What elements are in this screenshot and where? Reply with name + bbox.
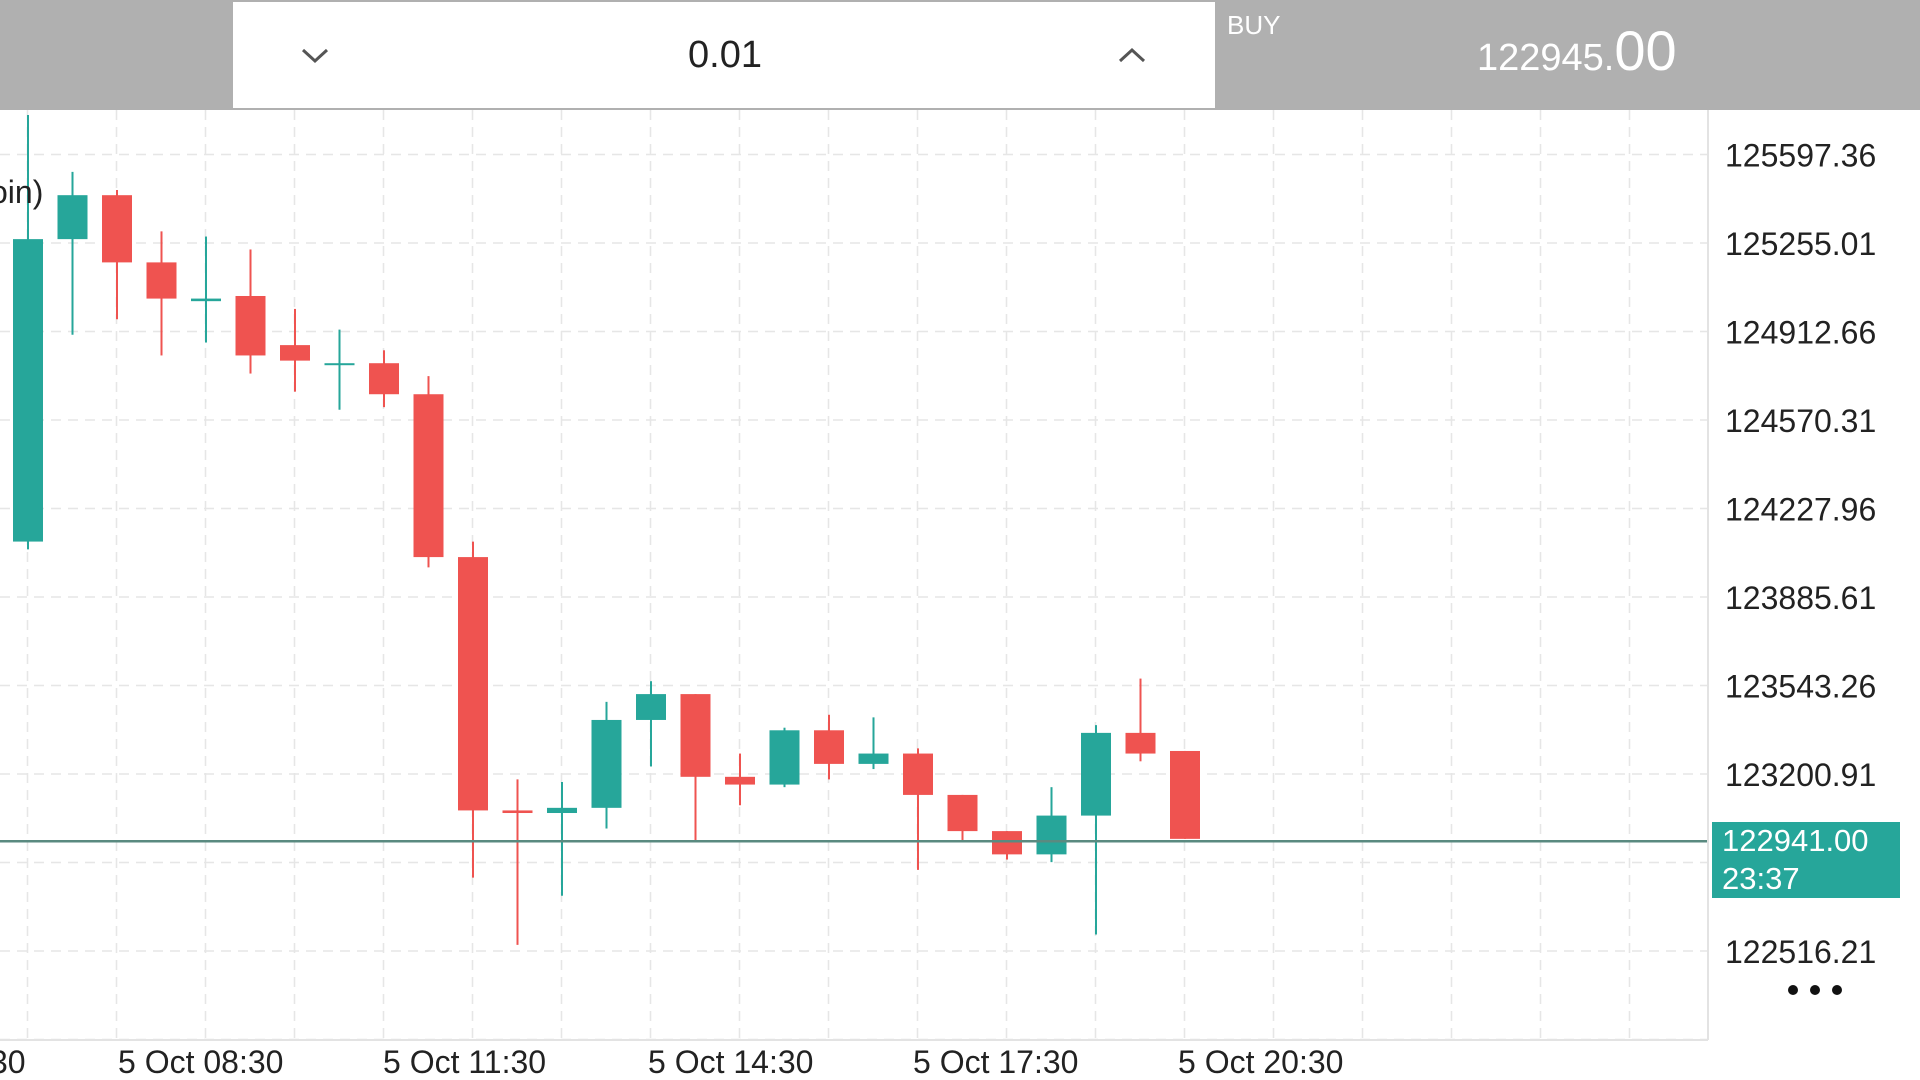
candle-body xyxy=(102,195,132,263)
lot-size-value[interactable]: 0.01 xyxy=(688,34,762,76)
candle-body xyxy=(725,776,755,785)
candle-body xyxy=(1081,732,1111,816)
candle-body xyxy=(680,694,711,777)
candle-body xyxy=(947,794,978,832)
buy-price-main: 122945. xyxy=(1477,37,1615,79)
candle-body xyxy=(992,831,1022,855)
x-tick-label: 30 xyxy=(0,1044,26,1080)
candle-body xyxy=(769,730,800,785)
candle xyxy=(591,701,622,829)
candle xyxy=(458,541,488,878)
chevron-down-icon xyxy=(301,48,329,64)
candle-body xyxy=(413,394,444,558)
more-options-button[interactable] xyxy=(1780,975,1850,1005)
candle-body xyxy=(1170,750,1200,839)
candle-body xyxy=(369,363,399,395)
candle xyxy=(235,249,266,374)
y-tick-label: 123885.61 xyxy=(1725,580,1876,616)
x-tick-label: 5 Oct 20:30 xyxy=(1178,1044,1343,1080)
candle xyxy=(725,753,755,806)
buy-label: BUY xyxy=(1227,10,1281,40)
left-header-area xyxy=(0,0,233,110)
candle xyxy=(146,231,177,356)
y-tick-label: 124570.31 xyxy=(1725,403,1876,439)
candle xyxy=(547,781,577,896)
candle-body xyxy=(146,262,177,299)
candle xyxy=(413,376,444,568)
y-tick-label: 124227.96 xyxy=(1725,492,1876,528)
buy-price: 122945.00 xyxy=(1477,18,1677,83)
candle xyxy=(814,714,844,780)
lot-size-panel xyxy=(233,2,1215,108)
candle-body xyxy=(324,363,355,366)
current-price-badge xyxy=(1712,822,1900,898)
candle-body xyxy=(903,753,933,795)
x-tick-label: 5 Oct 14:30 xyxy=(648,1044,813,1080)
current-price-countdown: 23:37 xyxy=(1722,861,1800,896)
more-dots-icon xyxy=(1788,985,1842,995)
y-tick-label: 125597.36 xyxy=(1725,138,1876,174)
candle xyxy=(191,236,221,343)
chevron-up-icon xyxy=(1118,47,1146,63)
candle xyxy=(1081,725,1111,935)
x-tick-label: 5 Oct 08:30 xyxy=(118,1044,283,1080)
candle-body xyxy=(458,557,488,811)
y-tick-label: 123543.26 xyxy=(1725,669,1876,705)
candle xyxy=(636,681,666,767)
candle xyxy=(13,115,43,550)
buy-button[interactable]: BUY 122945.00 xyxy=(1215,0,1920,110)
candle xyxy=(1036,787,1067,863)
candle-body xyxy=(814,730,844,764)
y-tick-label: 123200.91 xyxy=(1725,757,1876,793)
candle xyxy=(324,329,355,410)
candle xyxy=(102,190,132,320)
candle xyxy=(992,831,1022,860)
candle-body xyxy=(636,694,666,720)
candle-body xyxy=(13,239,43,542)
y-tick-label: 124912.66 xyxy=(1725,315,1876,351)
x-tick-label: 5 Oct 17:30 xyxy=(913,1044,1078,1080)
y-tick-label: 122516.21 xyxy=(1725,934,1876,970)
buy-price-fraction: 00 xyxy=(1614,19,1677,82)
decrease-lot-button[interactable] xyxy=(290,30,340,80)
candle-body xyxy=(57,195,88,240)
candle xyxy=(947,794,978,842)
candle-body xyxy=(591,719,622,808)
candle-body xyxy=(858,753,889,764)
candle xyxy=(280,308,310,392)
current-price-value: 122941.00 xyxy=(1722,823,1869,858)
partial-title: oin) xyxy=(0,174,43,210)
price-chart[interactable]: 125597.36 125255.01 124912.66 124570.31 1242… xyxy=(0,110,1920,1080)
x-tick-label: 5 Oct 11:30 xyxy=(383,1044,546,1080)
candle xyxy=(903,748,933,870)
candle xyxy=(680,694,711,842)
candle xyxy=(57,171,88,335)
y-tick-label: 125255.01 xyxy=(1725,226,1876,262)
candle xyxy=(502,779,533,945)
candle-body xyxy=(1036,815,1067,855)
candle-body xyxy=(547,807,577,814)
candle xyxy=(369,350,399,408)
candle-body xyxy=(1125,732,1156,754)
candle-body xyxy=(280,345,310,361)
candle xyxy=(858,717,889,770)
candle xyxy=(769,727,800,788)
increase-lot-button[interactable] xyxy=(1107,30,1157,80)
candle-body xyxy=(191,298,221,302)
candle-body xyxy=(235,295,266,356)
candle xyxy=(1170,750,1200,839)
candle xyxy=(1125,678,1156,762)
candle-body xyxy=(502,810,533,814)
